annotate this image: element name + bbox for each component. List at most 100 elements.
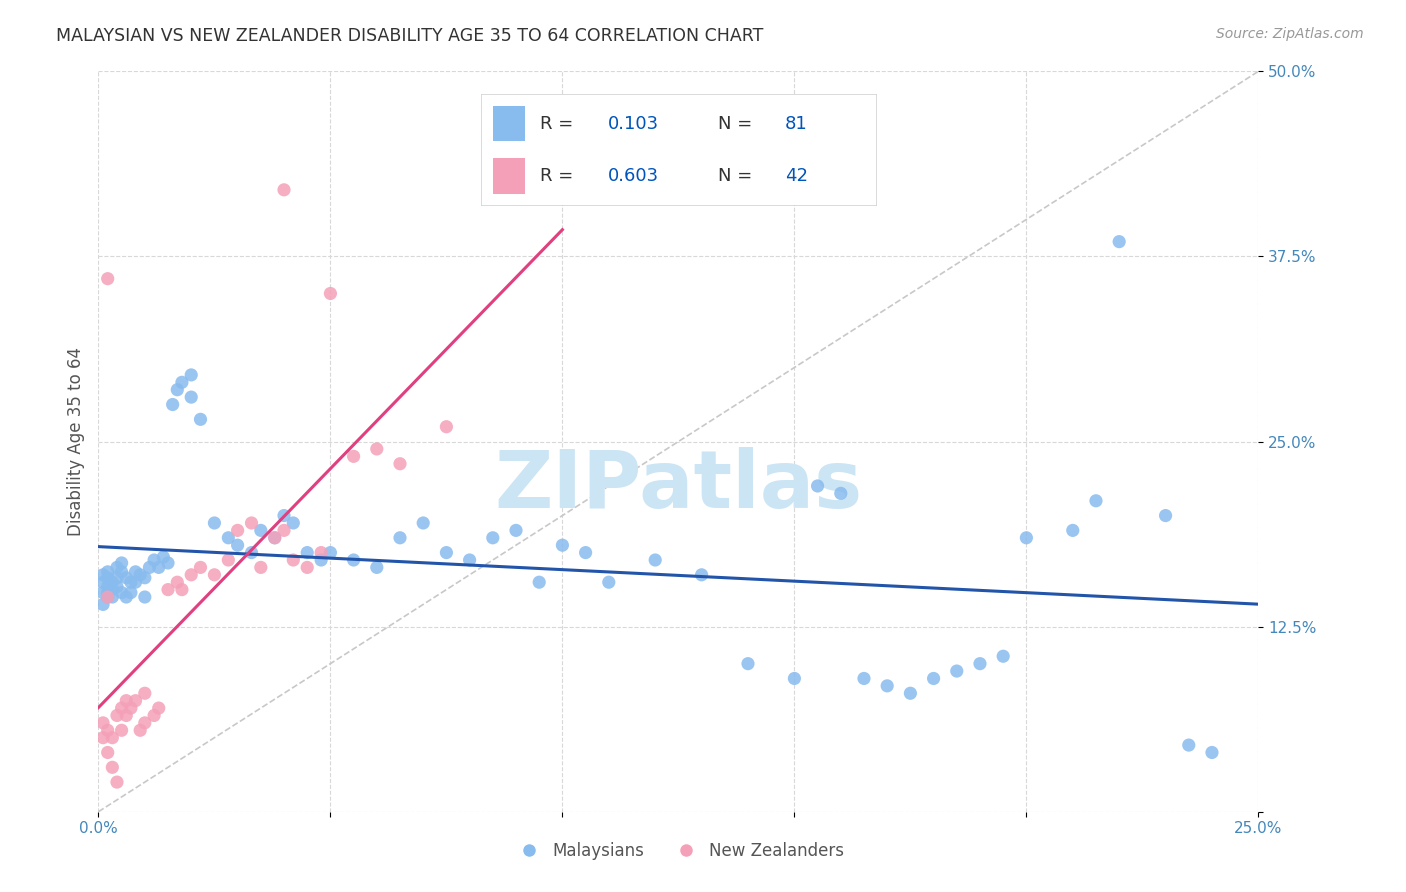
Point [783, 672, 806, 686]
Point [1178, 738, 1201, 752]
Point [263, 531, 285, 545]
Point [180, 368, 202, 382]
Point [458, 553, 481, 567]
Point [111, 585, 132, 599]
Point [162, 398, 184, 412]
Point [115, 571, 138, 585]
Point [180, 390, 202, 404]
Point [574, 546, 596, 560]
Point [946, 664, 969, 678]
Point [1201, 746, 1223, 760]
Point [900, 686, 922, 700]
Point [111, 723, 132, 738]
Point [143, 708, 166, 723]
Point [388, 531, 412, 545]
Point [101, 760, 124, 774]
Point [551, 538, 574, 552]
Point [97, 271, 120, 285]
Point [204, 567, 226, 582]
Point [170, 376, 193, 390]
Legend: Malaysians, New Zealanders: Malaysians, New Zealanders [506, 835, 851, 866]
Point [273, 183, 295, 197]
Point [1015, 531, 1038, 545]
Point [157, 582, 180, 597]
Point [807, 479, 830, 493]
Point [830, 486, 852, 500]
Text: MALAYSIAN VS NEW ZEALANDER DISABILITY AGE 35 TO 64 CORRELATION CHART: MALAYSIAN VS NEW ZEALANDER DISABILITY AG… [56, 27, 763, 45]
Point [101, 731, 124, 745]
Point [388, 457, 412, 471]
Point [91, 585, 114, 599]
Point [481, 531, 505, 545]
Point [134, 715, 156, 730]
Point [180, 567, 202, 582]
Point [111, 556, 132, 570]
Point [644, 553, 666, 567]
Point [129, 567, 152, 582]
Point [240, 546, 263, 560]
Point [124, 694, 146, 708]
Point [129, 723, 152, 738]
Point [101, 575, 124, 590]
Point [190, 560, 212, 574]
Point [97, 723, 120, 738]
Point [273, 508, 295, 523]
Point [115, 694, 138, 708]
Point [120, 701, 142, 715]
Point [263, 531, 285, 545]
Point [97, 746, 120, 760]
Point [97, 565, 120, 579]
Point [115, 590, 138, 604]
Point [105, 580, 128, 594]
Point [138, 560, 160, 574]
Point [105, 775, 128, 789]
Point [204, 516, 226, 530]
Point [97, 571, 120, 585]
Text: ZIPatlas: ZIPatlas [495, 447, 862, 525]
Point [148, 560, 170, 574]
Point [226, 538, 249, 552]
Point [105, 560, 128, 574]
Point [412, 516, 434, 530]
Point [240, 516, 263, 530]
Point [922, 672, 945, 686]
Point [105, 708, 128, 723]
Point [91, 575, 114, 590]
Point [273, 524, 295, 538]
Point [134, 686, 156, 700]
Point [297, 546, 319, 560]
Point [1085, 493, 1108, 508]
Point [876, 679, 898, 693]
Point [91, 731, 114, 745]
Point [101, 590, 124, 604]
Point [115, 708, 138, 723]
Point [1108, 235, 1130, 249]
Point [170, 582, 193, 597]
Point [969, 657, 991, 671]
Point [157, 556, 180, 570]
Point [91, 567, 114, 582]
Point [166, 575, 188, 590]
Point [152, 549, 174, 564]
Point [1062, 524, 1084, 538]
Point [120, 575, 142, 590]
Point [91, 715, 114, 730]
Point [217, 531, 239, 545]
Point [993, 649, 1015, 664]
Point [105, 571, 128, 585]
Point [226, 524, 249, 538]
Point [124, 575, 146, 590]
Point [343, 450, 366, 464]
Point [148, 701, 170, 715]
Point [436, 546, 458, 560]
Y-axis label: Disability Age 35 to 64: Disability Age 35 to 64 [66, 347, 84, 536]
Point [143, 553, 166, 567]
Point [319, 286, 342, 301]
Point [111, 701, 132, 715]
Point [190, 412, 212, 426]
Point [309, 546, 332, 560]
Point [120, 585, 142, 599]
Point [690, 567, 713, 582]
Point [366, 560, 388, 574]
Point [436, 419, 458, 434]
